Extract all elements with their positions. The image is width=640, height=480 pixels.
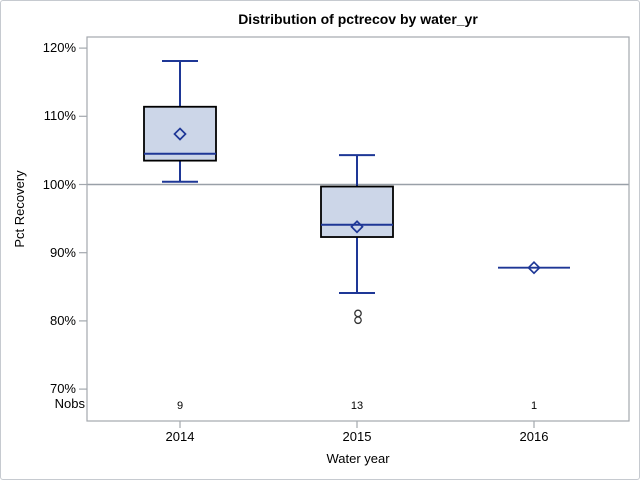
y-tick-label: 90% [49, 244, 76, 260]
plot-frame [86, 36, 630, 422]
nobs-value: 13 [350, 400, 364, 412]
y-tick-label: 110% [43, 108, 76, 124]
y-tick-label: 70% [49, 381, 76, 397]
nobs-value: 9 [176, 400, 184, 412]
outlier-point [354, 309, 362, 318]
y-tick-label: 80% [49, 312, 76, 328]
chart-title: Distribution of pctrecov by water_yr [238, 11, 478, 27]
y-axis-title: Pct Recovery [12, 170, 27, 248]
y-tick-label: 100% [42, 176, 76, 192]
y-tick-label: 120% [42, 40, 76, 56]
outlier-point [354, 316, 362, 325]
box-2015 [320, 185, 394, 238]
box-2014 [143, 105, 217, 162]
mean-diamond-2014 [173, 127, 187, 141]
category-label: 2014 [165, 429, 195, 444]
x-axis-title: Water year [326, 451, 390, 466]
category-label: 2016 [519, 429, 549, 444]
mean-diamond-2016 [527, 261, 541, 275]
category-label: 2015 [342, 429, 372, 444]
nobs-value: 1 [530, 400, 538, 412]
nobs-row-label: Nobs [54, 396, 85, 411]
mean-diamond-2015 [350, 220, 364, 234]
